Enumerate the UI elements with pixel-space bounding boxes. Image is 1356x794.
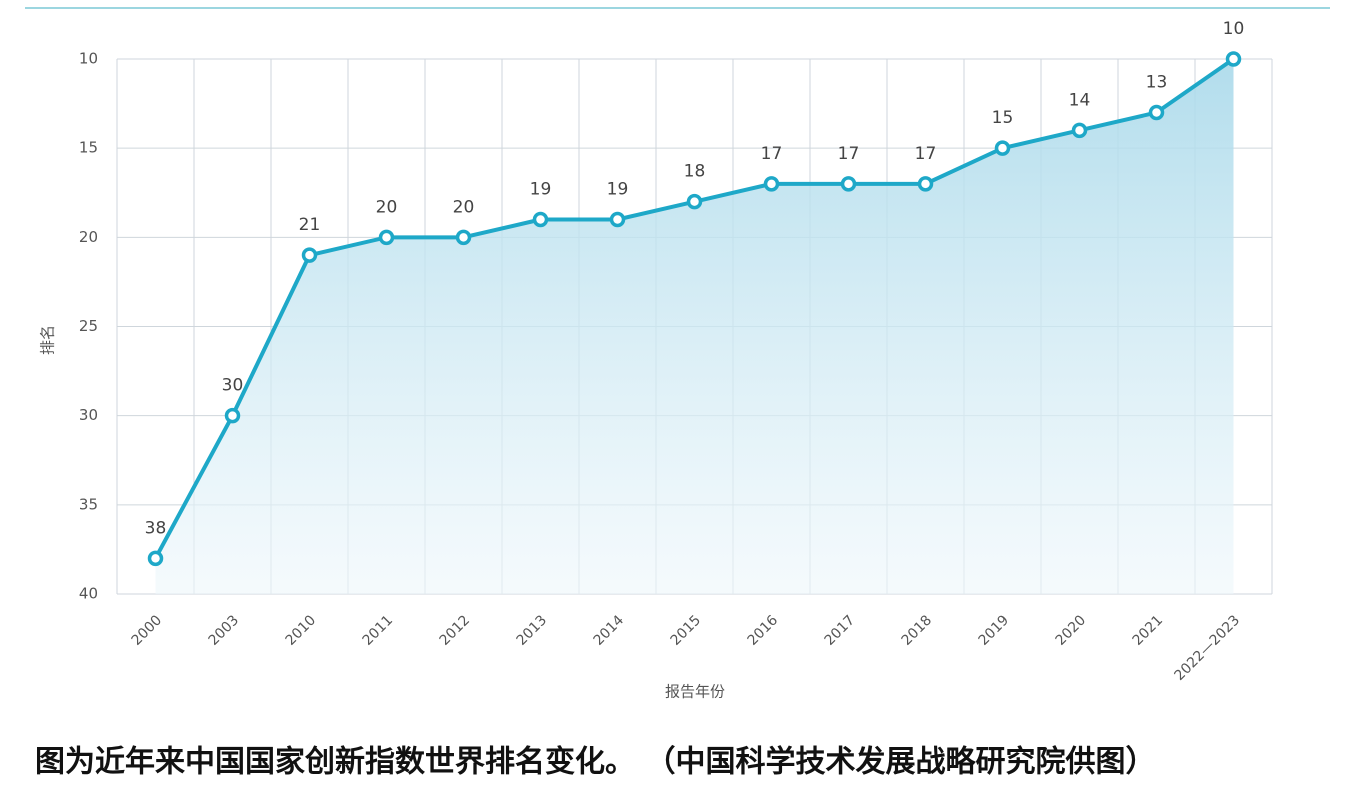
y-axis-label: 排名 <box>39 325 57 355</box>
data-label: 17 <box>761 144 783 164</box>
y-tick-label: 30 <box>79 406 98 424</box>
x-tick-label: 2014 <box>591 612 628 649</box>
area <box>155 59 1234 594</box>
point <box>1225 51 1242 67</box>
y-tick-label: 20 <box>79 228 98 246</box>
point <box>763 176 780 192</box>
y-tick-label: 15 <box>79 139 98 157</box>
x-tick-label: 2021 <box>1130 612 1167 649</box>
x-tick-label: 2013 <box>514 612 551 649</box>
x-tick-label: 2003 <box>206 612 243 649</box>
x-tick-label: 2019 <box>976 612 1013 649</box>
point <box>532 211 549 228</box>
data-label: 30 <box>222 376 244 396</box>
point <box>917 176 934 192</box>
point <box>224 407 241 424</box>
x-tick-label: 2015 <box>668 612 705 649</box>
data-label: 19 <box>607 180 629 200</box>
data-label: 17 <box>915 144 937 164</box>
x-tick-label: 2010 <box>283 612 320 649</box>
data-label: 38 <box>145 518 167 538</box>
data-label: 17 <box>838 144 860 164</box>
data-label: 20 <box>376 197 398 217</box>
x-axis-label: 报告年份 <box>665 683 725 701</box>
point <box>1148 104 1165 121</box>
point <box>301 247 318 263</box>
point <box>455 229 472 246</box>
point <box>1071 122 1088 139</box>
x-tick-label: 2018 <box>899 612 936 649</box>
data-label: 18 <box>684 162 706 182</box>
point <box>609 211 626 228</box>
x-tick-label: 2016 <box>745 612 782 649</box>
y-tick-label: 25 <box>79 317 98 335</box>
x-tick-label: 2011 <box>360 612 397 649</box>
y-tick-label: 35 <box>79 495 98 513</box>
point <box>994 140 1011 156</box>
y-tick-label: 40 <box>79 585 98 603</box>
point <box>686 193 703 210</box>
data-label: 15 <box>992 108 1014 128</box>
x-tick-label: 2012 <box>437 612 474 649</box>
caption: 图为近年来中国国家创新指数世界排名变化。 （中国科学技术发展战略研究院供图） <box>35 745 1155 780</box>
data-label: 10 <box>1223 19 1245 39</box>
x-tick-label: 2022—2023 <box>1172 612 1244 684</box>
x-tick-label: 2000 <box>129 612 166 649</box>
x-tick-label: 2020 <box>1053 612 1090 649</box>
x-tick-label: 2017 <box>822 612 859 649</box>
point <box>378 229 395 246</box>
y-tick-label: 10 <box>79 50 98 68</box>
point <box>147 550 164 567</box>
data-label: 19 <box>530 180 552 200</box>
data-label: 13 <box>1146 73 1168 93</box>
point <box>840 176 857 192</box>
data-label: 14 <box>1069 90 1091 110</box>
data-label: 20 <box>453 197 475 217</box>
data-label: 21 <box>299 215 321 235</box>
